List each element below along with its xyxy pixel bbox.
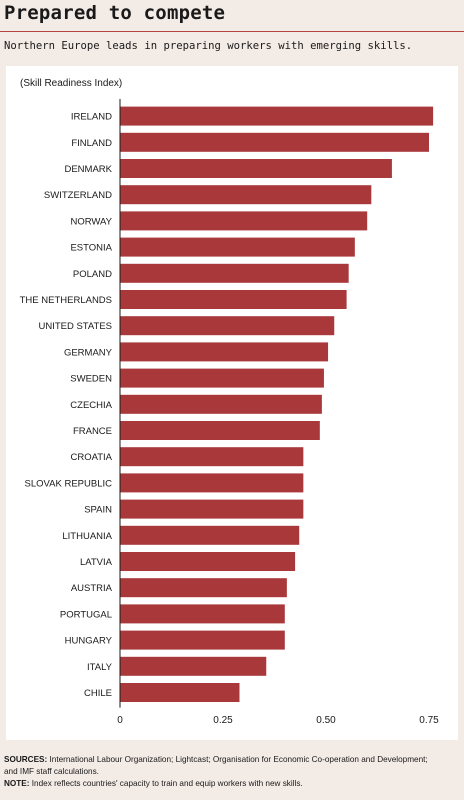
- bar: [120, 499, 304, 519]
- category-label: ITALY: [87, 662, 113, 673]
- sources-text: International Labour Organization; Light…: [49, 755, 428, 764]
- chart-panel: (Skill Readiness Index) IRELAND FINLAND DE…: [6, 66, 458, 740]
- bar: [120, 211, 368, 231]
- x-tick-label: 0: [117, 715, 123, 726]
- bar: [120, 368, 324, 388]
- page-title: Prepared to compete: [4, 2, 226, 24]
- title-divider: [0, 31, 464, 32]
- x-tick-label: 0.75: [419, 715, 439, 726]
- bar: [120, 316, 335, 336]
- note-label: NOTE:: [4, 779, 30, 788]
- bar: [120, 630, 285, 650]
- category-label: SPAIN: [84, 505, 112, 516]
- sources-label: SOURCES:: [4, 755, 48, 764]
- bar: [120, 159, 392, 178]
- bar: [120, 683, 240, 702]
- category-label: SWITZERLAND: [44, 190, 112, 201]
- category-label: FRANCE: [73, 426, 112, 437]
- category-label: POLAND: [73, 269, 112, 280]
- bar: [120, 290, 347, 309]
- bar: [120, 263, 349, 283]
- bar: [120, 525, 300, 545]
- bar: [120, 552, 296, 571]
- bar: [120, 342, 329, 362]
- bar: [120, 132, 429, 152]
- category-label: SLOVAK REPUBLIC: [25, 478, 113, 489]
- chart-footer: SOURCES: International Labour Organizati…: [4, 754, 464, 790]
- bar-chart: IRELAND FINLAND DENMARK SWITZERLAND NORWAY ES…: [20, 99, 439, 726]
- category-label: LITHUANIA: [62, 531, 112, 542]
- category-label: AUSTRIA: [71, 583, 113, 594]
- bar: [120, 185, 372, 205]
- bar: [120, 473, 304, 493]
- category-label: LATVIA: [80, 557, 113, 568]
- sources-text-continued: and IMF staff calculations.: [4, 767, 99, 776]
- bar: [120, 394, 322, 414]
- chart-unit-label: (Skill Readiness Index): [20, 78, 123, 89]
- bar: [120, 237, 355, 257]
- bar: [120, 106, 434, 126]
- category-label: UNITED STATES: [38, 321, 112, 332]
- category-label: ESTONIA: [70, 243, 112, 254]
- category-label: HUNGARY: [65, 636, 113, 647]
- category-label: SWEDEN: [70, 374, 112, 385]
- bar: [120, 604, 285, 624]
- note-text: Index reflects countries' capacity to tr…: [31, 779, 303, 788]
- category-label: NORWAY: [70, 216, 112, 227]
- x-tick-label: 0.25: [213, 715, 233, 726]
- page-subtitle: Northern Europe leads in preparing worke…: [4, 40, 413, 52]
- category-label: THE NETHERLANDS: [20, 295, 112, 306]
- bar: [120, 656, 267, 676]
- bar: [120, 578, 287, 598]
- category-label: PORTUGAL: [60, 609, 112, 620]
- category-label: CZECHIA: [70, 400, 112, 411]
- bar: [120, 421, 320, 440]
- category-label: FINLAND: [71, 138, 112, 149]
- category-label: CHILE: [84, 688, 112, 699]
- bar: [120, 447, 304, 467]
- category-label: GERMANY: [64, 347, 113, 358]
- category-label: IRELAND: [71, 112, 112, 123]
- x-tick-label: 0.50: [316, 715, 336, 726]
- category-label: DENMARK: [64, 164, 112, 175]
- category-label: CROATIA: [70, 452, 112, 463]
